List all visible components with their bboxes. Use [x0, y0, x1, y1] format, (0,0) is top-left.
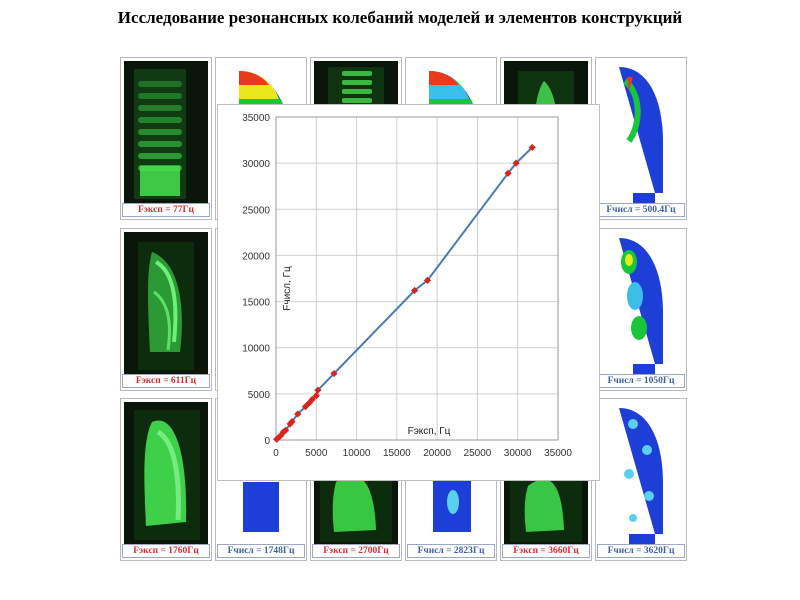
mode-shape-image — [599, 232, 683, 374]
simulation-mode-cell: Fчисл = 3620Гц — [595, 398, 687, 561]
y-tick-label: 5000 — [248, 390, 271, 401]
chart-svg: 0 5000 10000 15000 20000 25000 30000 35000 0 5000… — [242, 113, 572, 459]
simulation-mode-cell: Fчисл = 500.4Гц — [595, 57, 687, 220]
vibration-photo — [124, 232, 208, 374]
data-point-marker — [528, 143, 536, 152]
data-point-marker — [308, 395, 316, 403]
y-axis-label: Fчисл, Гц — [282, 266, 293, 311]
vibration-photo — [124, 61, 208, 203]
experimental-frequency-caption: Fэксп = 1760Гц — [122, 544, 210, 558]
data-point-marker — [314, 386, 322, 394]
numerical-frequency-caption: Fчисл = 1748Гц — [217, 544, 305, 558]
y-tick-label: 10000 — [242, 344, 270, 355]
x-axis-label: Fэксп, Гц — [408, 426, 451, 437]
experiment-photo-cell: Fэксп = 1760Гц — [120, 398, 212, 561]
simulation-mode-cell: Fчисл = 1050Гц — [595, 228, 687, 391]
data-point-marker — [282, 426, 290, 434]
y-tick-label: 15000 — [242, 298, 270, 309]
x-tick-label: 5000 — [305, 448, 328, 459]
experimental-frequency-caption: Fэксп = 2700Гц — [312, 544, 400, 558]
x-tick-label: 35000 — [544, 448, 572, 459]
y-tick-label: 0 — [264, 436, 270, 447]
slide-title: Исследование резонансных колебаний модел… — [117, 8, 683, 27]
numerical-frequency-caption: Fчисл = 500.4Гц — [597, 203, 685, 217]
plot-area-frame — [275, 116, 559, 441]
x-tick-label: 30000 — [504, 448, 532, 459]
numerical-frequency-caption: Fчисл = 2823Гц — [407, 544, 495, 558]
experiment-photo-cell: Fэксп = 77Гц — [120, 57, 212, 220]
frequency-comparison-chart: 0 5000 10000 15000 20000 25000 30000 35000 0 5000… — [217, 104, 600, 481]
x-tick-label: 0 — [273, 448, 279, 459]
mode-shape-image — [599, 402, 683, 544]
y-tick-label: 25000 — [242, 205, 270, 216]
mode-shape-image — [599, 61, 683, 203]
x-tick-label: 20000 — [423, 448, 451, 459]
data-point-marker — [504, 169, 512, 177]
vibration-photo — [124, 402, 208, 544]
data-point-marker — [512, 159, 520, 167]
x-tick-label: 25000 — [464, 448, 492, 459]
experimental-frequency-caption: Fэксп = 77Гц — [122, 203, 210, 217]
x-tick-label: 10000 — [343, 448, 371, 459]
data-point-marker — [277, 431, 285, 439]
y-tick-label: 30000 — [242, 159, 270, 170]
data-point-marker — [286, 420, 294, 428]
data-point-marker — [301, 402, 310, 411]
y-tick-label: 20000 — [242, 251, 270, 262]
experimental-frequency-caption: Fэксп = 3660Гц — [502, 544, 590, 558]
data-point-marker — [330, 369, 338, 378]
experiment-photo-cell: Fэксп = 611Гц — [120, 228, 212, 391]
numerical-frequency-caption: Fчисл = 1050Гц — [597, 374, 685, 388]
numerical-frequency-caption: Fчисл = 3620Гц — [597, 544, 685, 558]
x-tick-label: 15000 — [383, 448, 411, 459]
y-tick-label: 35000 — [242, 113, 270, 124]
experimental-frequency-caption: Fэксп = 611Гц — [122, 374, 210, 388]
data-point-marker — [312, 392, 320, 400]
